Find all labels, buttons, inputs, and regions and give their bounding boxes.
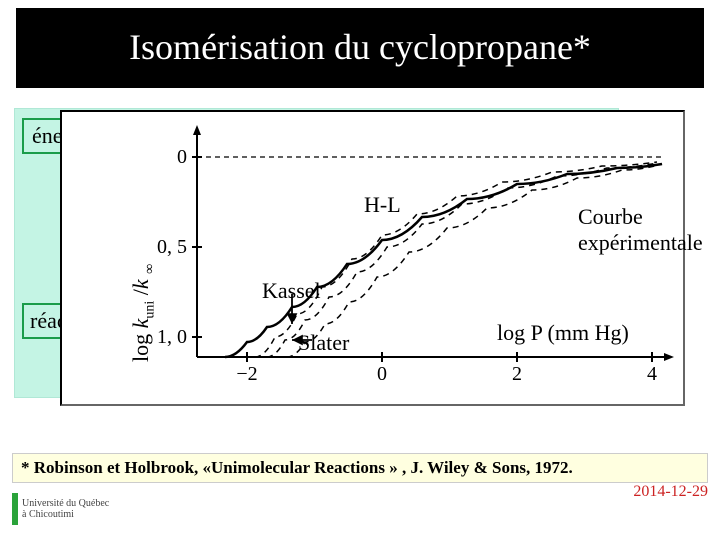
svg-text:−2: −2 <box>236 363 257 385</box>
content-area: énerg réac log kuni /k ∞ 0−0, 5−1, 0−202… <box>0 88 720 468</box>
curve-label: Courbe expérimentale <box>578 204 703 256</box>
svg-text:−1, 0: −1, 0 <box>157 326 187 348</box>
university-logo: Université du Québecà Chicoutimi <box>12 493 109 525</box>
slide-title: Isomérisation du cyclopropane* <box>16 8 704 88</box>
curve-label: H-L <box>364 192 401 218</box>
svg-text:0: 0 <box>177 146 187 168</box>
footnote: * Robinson et Holbrook, «Unimolecular Re… <box>12 453 708 483</box>
x-axis-label: log P (mm Hg) <box>497 320 629 346</box>
chart-panel: log kuni /k ∞ 0−0, 5−1, 0−2024 Courbe ex… <box>60 110 685 406</box>
curve-label: Kassel <box>262 278 321 304</box>
svg-text:4: 4 <box>647 363 657 385</box>
chart-svg: 0 −0, 5 −1, 0 −2 0 2 4 <box>157 122 677 392</box>
y-axis-label: log kuni /k ∞ <box>128 264 158 362</box>
date-stamp: 2014-12-29 <box>633 483 708 501</box>
svg-text:2: 2 <box>512 363 522 385</box>
svg-text:0: 0 <box>377 363 387 385</box>
curve-label: Slater <box>298 330 349 356</box>
svg-text:−0, 5: −0, 5 <box>157 236 187 258</box>
